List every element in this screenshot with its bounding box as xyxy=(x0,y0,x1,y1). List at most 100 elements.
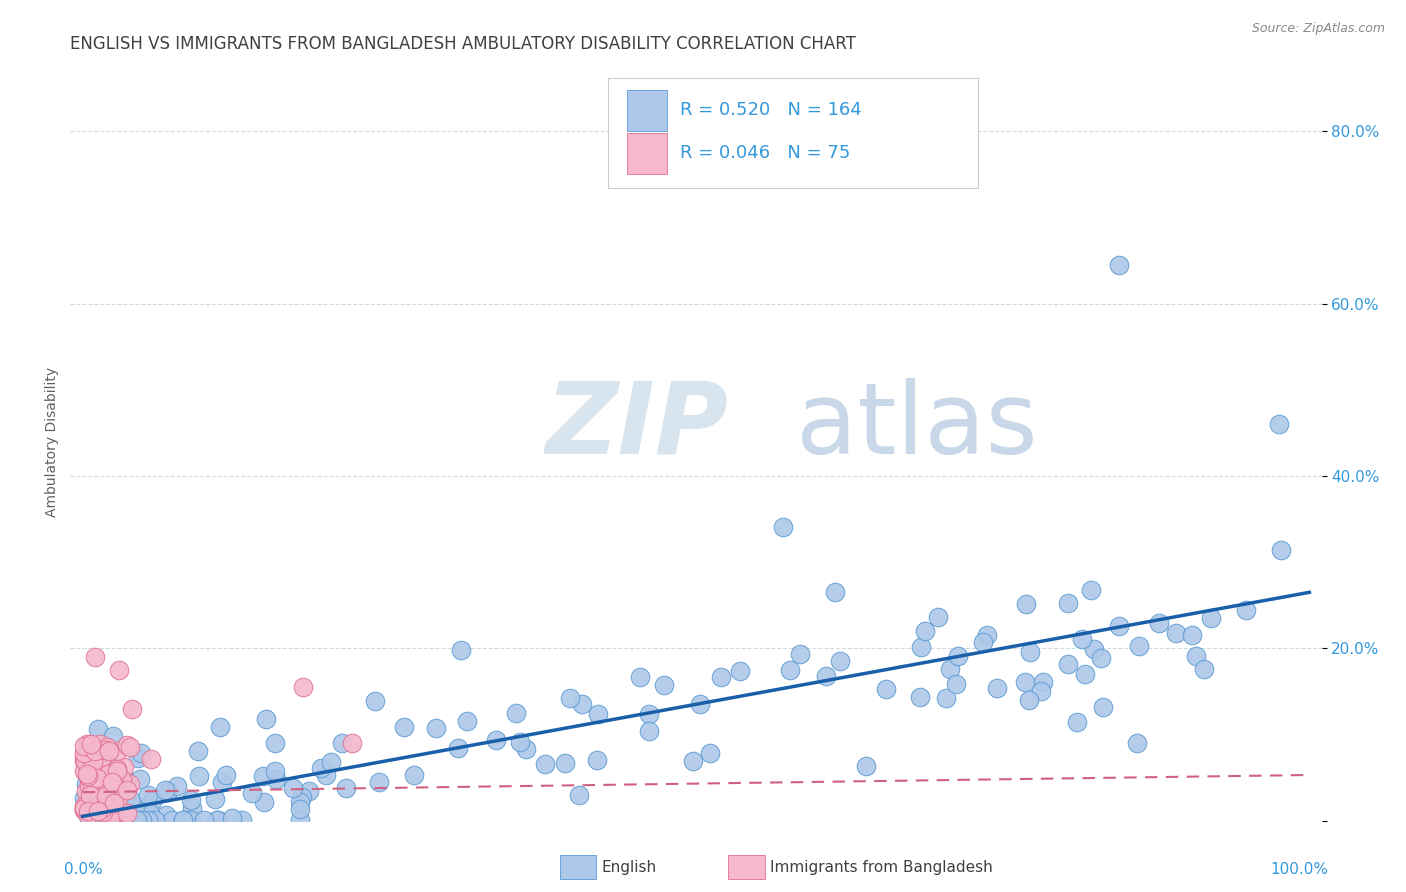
Point xyxy=(1166,626,1188,640)
Point xyxy=(73,803,96,817)
Point xyxy=(945,676,967,690)
Point xyxy=(96,813,118,827)
Point xyxy=(82,755,104,769)
Point xyxy=(509,735,531,749)
Point xyxy=(84,744,107,758)
Text: ENGLISH VS IMMIGRANTS FROM BANGLADESH AMBULATORY DISABILITY CORRELATION CHART: ENGLISH VS IMMIGRANTS FROM BANGLADESH AM… xyxy=(70,35,856,53)
Point xyxy=(1199,611,1222,625)
Point xyxy=(125,813,148,827)
Point xyxy=(105,762,128,776)
Point xyxy=(122,813,145,827)
Point xyxy=(910,640,932,655)
Point xyxy=(101,801,124,815)
Point xyxy=(139,752,162,766)
Point xyxy=(1090,651,1112,665)
Point xyxy=(927,610,949,624)
Point xyxy=(96,739,118,754)
Point xyxy=(75,777,97,791)
Point xyxy=(73,746,96,760)
FancyBboxPatch shape xyxy=(627,133,668,174)
Point xyxy=(181,801,204,815)
Point xyxy=(73,754,96,768)
Point xyxy=(554,756,576,770)
Point xyxy=(96,757,118,772)
Point xyxy=(824,584,846,599)
Point xyxy=(93,797,115,811)
Point xyxy=(80,775,103,789)
Point xyxy=(89,778,111,792)
Point xyxy=(1083,641,1105,656)
Point xyxy=(139,805,162,820)
Point xyxy=(75,783,97,797)
Point xyxy=(103,796,125,810)
Point xyxy=(205,813,228,827)
Point xyxy=(91,800,114,814)
Point xyxy=(83,649,105,664)
Point xyxy=(121,701,143,715)
Point xyxy=(335,781,357,796)
Point xyxy=(689,698,711,712)
Point xyxy=(180,813,202,827)
Point xyxy=(364,693,387,707)
Point xyxy=(156,784,179,798)
Point xyxy=(76,804,98,818)
Point xyxy=(129,746,152,760)
Point xyxy=(425,722,447,736)
Point xyxy=(104,813,127,827)
Point xyxy=(77,769,100,783)
Point xyxy=(568,789,591,803)
Point xyxy=(534,756,557,771)
Point xyxy=(637,724,659,739)
Point xyxy=(266,772,288,786)
Point xyxy=(120,777,142,791)
Point xyxy=(83,798,105,813)
Point xyxy=(73,749,96,764)
Point xyxy=(1091,699,1114,714)
Point xyxy=(79,769,101,783)
Point xyxy=(946,648,969,663)
Point xyxy=(104,781,127,796)
FancyBboxPatch shape xyxy=(609,78,977,187)
Point xyxy=(264,736,287,750)
Point xyxy=(73,764,96,778)
Point xyxy=(160,813,183,827)
Point xyxy=(75,754,97,768)
Point xyxy=(77,739,100,753)
Point xyxy=(1181,628,1204,642)
Point xyxy=(976,628,998,642)
Point xyxy=(77,801,100,815)
Point xyxy=(654,678,676,692)
Point xyxy=(710,670,733,684)
Point xyxy=(76,769,98,783)
Point xyxy=(90,813,112,827)
Point xyxy=(100,808,122,822)
Point xyxy=(80,737,103,751)
Point xyxy=(256,712,278,726)
Point xyxy=(96,792,118,806)
Point xyxy=(75,799,97,814)
Point xyxy=(94,813,117,827)
Point xyxy=(986,681,1008,695)
Point xyxy=(122,800,145,814)
Point xyxy=(699,746,721,760)
Point xyxy=(111,773,134,788)
Point xyxy=(1057,657,1080,672)
Point xyxy=(107,764,129,778)
Text: 0.0%: 0.0% xyxy=(65,863,103,878)
Point xyxy=(288,795,311,809)
Point xyxy=(89,802,111,816)
Point xyxy=(298,784,321,798)
Point xyxy=(73,739,96,753)
Point xyxy=(112,760,135,774)
Point xyxy=(1032,674,1054,689)
Point xyxy=(89,737,111,751)
Point xyxy=(292,680,315,694)
Point xyxy=(76,803,98,817)
Point xyxy=(112,805,135,819)
Point xyxy=(118,812,141,826)
Point xyxy=(82,798,104,813)
Point xyxy=(682,754,704,768)
Point xyxy=(253,795,276,809)
Point xyxy=(263,764,285,778)
Point xyxy=(153,783,176,797)
